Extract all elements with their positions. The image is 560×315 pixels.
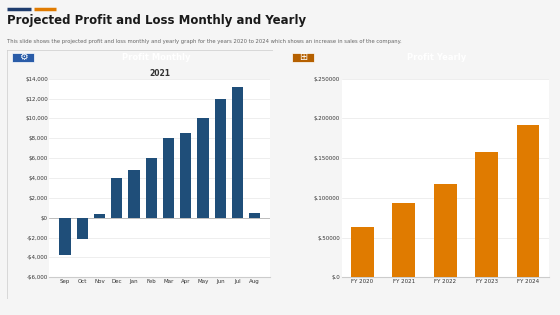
Bar — [59, 218, 71, 255]
Bar — [111, 178, 122, 218]
Bar — [292, 53, 314, 62]
Text: This slide shows the projected profit and loss monthly and yearly graph for the : This slide shows the projected profit an… — [7, 39, 402, 44]
Text: Profit Yearly: Profit Yearly — [407, 53, 466, 62]
Bar — [393, 203, 415, 277]
Title: 2021: 2021 — [150, 69, 170, 78]
Bar — [232, 87, 243, 218]
Bar — [351, 227, 374, 277]
Bar — [12, 53, 34, 62]
Bar — [163, 138, 174, 218]
Bar — [198, 118, 209, 218]
Bar — [475, 152, 498, 277]
Text: Projected Profit and Loss Monthly and Yearly: Projected Profit and Loss Monthly and Ye… — [7, 14, 306, 27]
Bar — [77, 218, 88, 239]
Bar — [128, 170, 139, 218]
Bar — [517, 125, 539, 277]
Bar — [146, 158, 157, 218]
Bar — [434, 184, 456, 277]
Bar — [94, 214, 105, 218]
Bar — [214, 99, 226, 218]
Bar — [180, 133, 192, 218]
Text: ⊞: ⊞ — [299, 52, 307, 62]
Text: ⚙: ⚙ — [18, 52, 27, 62]
Text: Profit Monthly: Profit Monthly — [122, 53, 190, 62]
Bar — [249, 213, 260, 218]
